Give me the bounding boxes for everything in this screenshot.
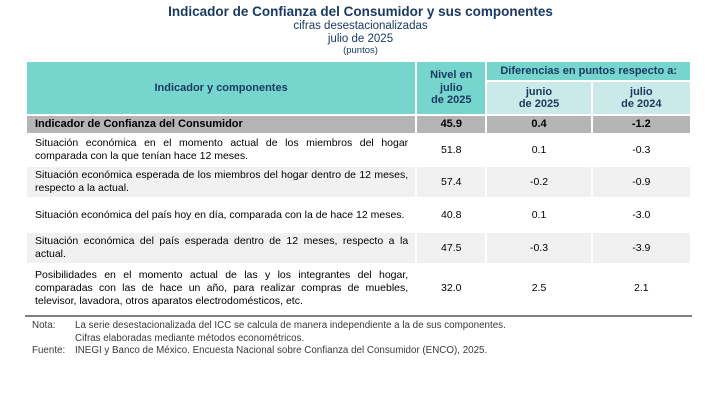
- summary-row: Indicador de Confianza del Consumidor 45…: [27, 116, 690, 133]
- header-diff-group: Diferencias en puntos respecto a:: [487, 62, 690, 80]
- summary-diff-junio: 0.4: [487, 116, 591, 133]
- component-row: Situación económica en el momento actual…: [27, 135, 690, 165]
- row-diff-julio: -3.9: [592, 233, 690, 263]
- header-row-group: Indicador y componentes Nivel en julio d…: [27, 62, 690, 114]
- row-label: Situación económica esperada de los miem…: [27, 167, 416, 197]
- nota-label: Nota:: [32, 320, 56, 331]
- summary-level: 45.9: [417, 116, 486, 133]
- row-label: Situación económica del país hoy en día,…: [27, 199, 416, 231]
- row-diff-julio: -3.0: [592, 199, 690, 231]
- nota-label-spacer: [32, 333, 75, 346]
- title-units: (puntos): [343, 45, 378, 56]
- header-indicator: Indicador y componentes: [27, 62, 416, 114]
- header-level: Nivel en julio de 2025: [417, 62, 486, 114]
- note-line: Fuente: INEGI y Banco de México. Encuest…: [32, 345, 721, 358]
- row-diff-junio: -0.2: [487, 167, 591, 197]
- component-row: Situación económica del país hoy en día,…: [27, 199, 690, 231]
- summary-diff-julio: -1.2: [592, 116, 690, 133]
- row-label: Posibilidades en el momento actual de la…: [27, 265, 416, 311]
- fuente-text: INEGI y Banco de México. Encuesta Nacion…: [75, 345, 488, 356]
- component-row: Posibilidades en el momento actual de la…: [27, 265, 690, 311]
- row-level: 51.8: [417, 135, 486, 165]
- row-level: 40.8: [417, 199, 486, 231]
- row-diff-junio: -0.3: [487, 233, 591, 263]
- row-label: Situación económica en el momento actual…: [27, 135, 416, 165]
- row-label: Situación económica del país esperada de…: [27, 233, 416, 263]
- header-row-sub: junio de 2025 julio de 2024: [27, 82, 690, 114]
- notes-block: Nota: La serie desestacionalizada del IC…: [32, 320, 721, 358]
- fuente-label: Fuente:: [32, 345, 66, 356]
- row-diff-junio: 0.1: [487, 135, 591, 165]
- row-level: 47.5: [417, 233, 486, 263]
- row-diff-julio: -0.9: [592, 167, 690, 197]
- title-subtitle: cifras desestacionalizadas: [293, 20, 428, 32]
- footer-divider: [25, 315, 692, 317]
- page-title: Indicador de Confianza del Consumidor y …: [168, 4, 553, 19]
- component-row: Situación económica esperada de los miem…: [27, 167, 690, 197]
- title-date: julio de 2025: [327, 32, 394, 45]
- note-line: Nota: La serie desestacionalizada del IC…: [32, 320, 721, 333]
- row-level: 32.0: [417, 265, 486, 311]
- header-diff-junio: junio de 2025: [487, 82, 591, 114]
- row-diff-julio: 2.1: [592, 265, 690, 311]
- nota-text-1: La serie desestacionalizada del ICC se c…: [75, 320, 506, 331]
- note-line: Cifras elaboradas mediante métodos econo…: [32, 333, 721, 346]
- nota-text-2: Cifras elaboradas mediante métodos econo…: [75, 332, 305, 344]
- header-diff-julio: julio de 2024: [592, 82, 690, 114]
- icc-table: Indicador y componentes Nivel en julio d…: [25, 60, 692, 313]
- row-diff-junio: 0.1: [487, 199, 591, 231]
- summary-label: Indicador de Confianza del Consumidor: [27, 116, 416, 133]
- component-row: Situación económica del país esperada de…: [27, 233, 690, 263]
- row-level: 57.4: [417, 167, 486, 197]
- row-diff-junio: 2.5: [487, 265, 591, 311]
- row-diff-julio: -0.3: [592, 135, 690, 165]
- title-block: Indicador de Confianza del Consumidor y …: [0, 0, 721, 56]
